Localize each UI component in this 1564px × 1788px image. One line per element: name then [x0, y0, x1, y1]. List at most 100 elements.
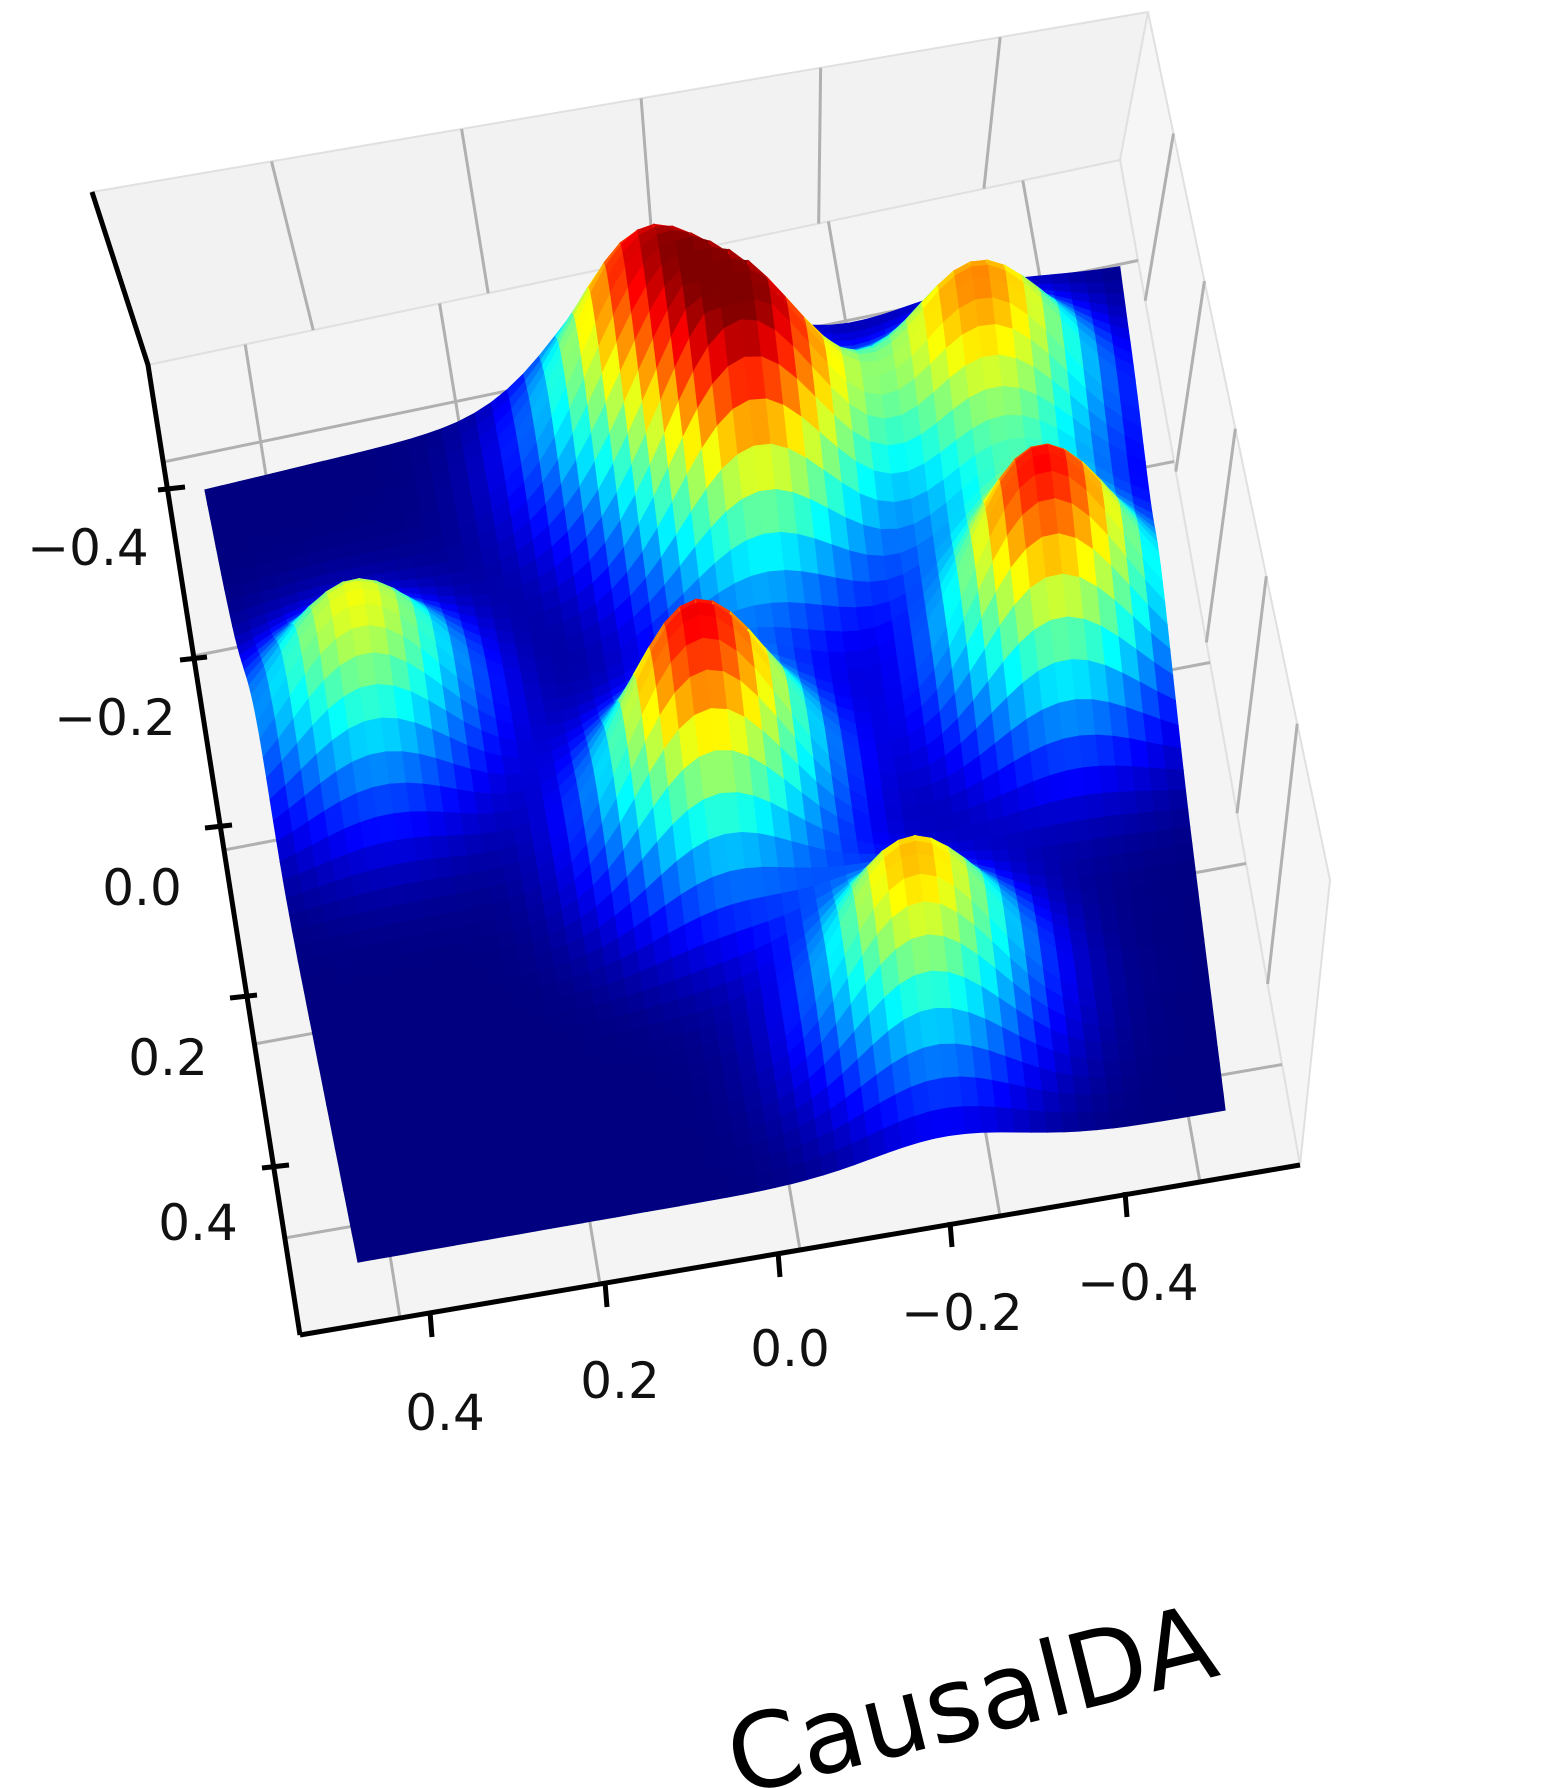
- surface-cell: [1033, 274, 1054, 286]
- surface-cell: [1100, 919, 1121, 936]
- surface-cell: [1154, 943, 1174, 963]
- surface-cell: [870, 708, 891, 729]
- surface-cell: [1154, 1070, 1174, 1091]
- surface-cell: [1091, 1094, 1111, 1114]
- surface-cell: [1067, 270, 1088, 285]
- surface-cell: [1063, 890, 1084, 907]
- surface-cell: [1085, 792, 1106, 820]
- surface-cell: [1148, 767, 1170, 792]
- tick-marks: [157, 484, 1130, 1338]
- surface-cell: [1038, 824, 1059, 848]
- surface-cell: [1084, 1040, 1105, 1062]
- surface-cell: [1074, 839, 1095, 861]
- surface-cell: [1141, 1104, 1162, 1125]
- surface-cell: [871, 830, 892, 847]
- surface-cell: [1071, 818, 1092, 843]
- wall-grid-3: [817, 67, 823, 224]
- surface-cell: [1125, 978, 1146, 997]
- surface-cell: [872, 724, 894, 743]
- surface-cell: [989, 834, 1010, 852]
- surface-cell: [1162, 1005, 1182, 1026]
- surface-cell: [1096, 888, 1117, 907]
- x-tick-mark: [427, 1311, 435, 1338]
- surface-cell: [972, 277, 994, 301]
- surface-cell: [532, 642, 554, 660]
- surface-cell: [399, 578, 420, 590]
- surface-cell: [490, 793, 512, 815]
- surface-cell: [859, 361, 881, 377]
- surface-cell: [491, 604, 512, 620]
- surface-cell: [1078, 874, 1099, 893]
- surface-cell: [1088, 1076, 1109, 1097]
- surface-cell: [772, 1166, 792, 1189]
- surface-cell: [1077, 1112, 1097, 1132]
- surface-cell: [708, 1181, 728, 1201]
- surface-cell: [1127, 867, 1148, 888]
- side-grid-3: [1235, 576, 1268, 814]
- surface-cell: [643, 1193, 664, 1212]
- surface-cell: [1113, 1011, 1133, 1029]
- surface-cell: [1151, 1055, 1172, 1075]
- surface-cell: [1158, 974, 1178, 994]
- surface-cell: [1158, 845, 1179, 867]
- side-grid-1: [1174, 280, 1206, 472]
- surface-cell: [1129, 883, 1150, 904]
- surface-cell: [1156, 828, 1177, 850]
- x-tick-mark: [947, 1221, 955, 1248]
- surface-cell: [874, 740, 896, 759]
- surface-cell: [740, 1174, 760, 1195]
- surface-cell: [1096, 1009, 1117, 1029]
- surface-cell: [1129, 1010, 1150, 1029]
- surface-cell: [510, 615, 532, 633]
- surface-cell: [1113, 886, 1134, 906]
- surface-cell: [1059, 859, 1080, 878]
- surface-cell: [515, 1215, 536, 1235]
- surface-cell: [970, 264, 991, 281]
- surface-cell: [1043, 861, 1064, 878]
- surface-cell: [1104, 949, 1125, 966]
- surface-cell: [1019, 806, 1041, 833]
- surface-cell: [1052, 797, 1073, 826]
- surface-cell: [1139, 961, 1160, 981]
- surface-cell: [1050, 272, 1071, 285]
- surface-cell: [529, 626, 551, 646]
- surface-cell: [1086, 281, 1107, 295]
- y-tick-label: −0.4: [27, 519, 148, 577]
- surface-cell: [1123, 832, 1144, 855]
- surface-plot: [204, 223, 1226, 1263]
- surface-cell: [1120, 812, 1142, 837]
- surface-cell: [956, 839, 977, 853]
- surface-cell: [471, 593, 493, 608]
- surface-cell: [611, 1198, 632, 1218]
- surface-cell: [1145, 1008, 1166, 1028]
- surface-cell: [1117, 1043, 1138, 1062]
- surface-cell: [884, 804, 905, 823]
- surface-cell: [1090, 836, 1111, 859]
- surface-cell: [1137, 811, 1158, 834]
- surface-cell: [527, 712, 549, 729]
- wall-grid-4: [982, 37, 1002, 189]
- surface-cell: [1098, 1025, 1119, 1046]
- surface-cell: [1165, 768, 1187, 792]
- surface-cell: [1026, 862, 1047, 878]
- y-tick-label: 0.0: [102, 859, 182, 917]
- surface-cell: [724, 1178, 744, 1198]
- surface-cell: [537, 671, 559, 687]
- surface-cell: [1137, 946, 1158, 965]
- y-tick-mark: [229, 992, 258, 1001]
- surface-cell: [919, 817, 940, 835]
- surface-cell: [433, 574, 454, 589]
- x-tick-label: 0.0: [750, 1320, 830, 1378]
- y-tick-mark: [179, 654, 208, 663]
- surface-cell: [1119, 932, 1140, 951]
- surface-cell: [1117, 917, 1138, 936]
- x-tick-label: −0.4: [1077, 1254, 1198, 1312]
- surface-cell: [1141, 977, 1162, 996]
- surface-cell: [1068, 794, 1090, 823]
- surface-cell: [1170, 808, 1191, 830]
- surface-cell: [1137, 1073, 1158, 1093]
- surface-cell: [881, 788, 903, 808]
- surface-cell: [1134, 790, 1156, 815]
- surface-cell: [1060, 1112, 1081, 1133]
